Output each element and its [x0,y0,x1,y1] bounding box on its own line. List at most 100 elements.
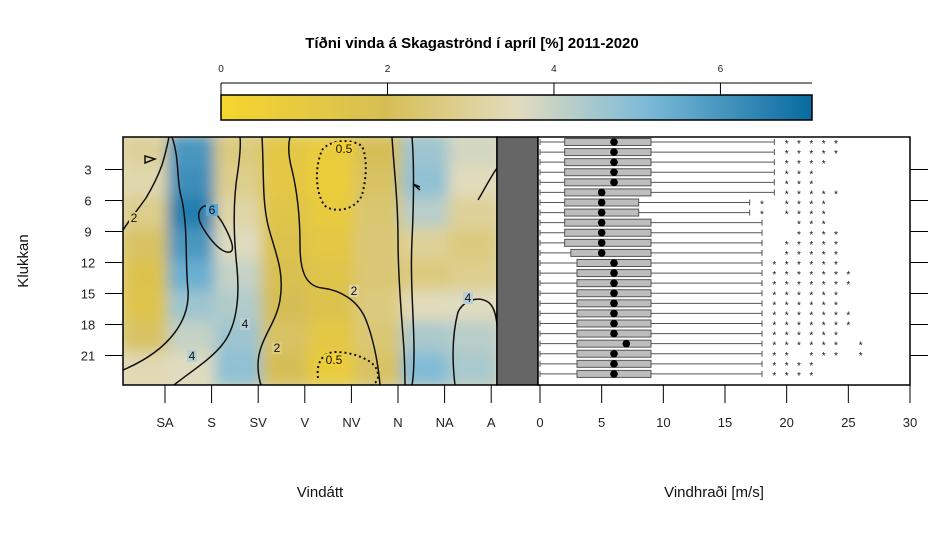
median-point [597,228,606,237]
outlier-mark: * [809,240,813,251]
outlier-mark: * [809,321,813,332]
outlier-mark: * [772,290,776,301]
contour-label-bg [206,204,218,216]
x-tick-label: 15 [718,415,732,430]
outlier-mark: * [834,310,838,321]
left-x-axis-label: Vindátt [297,484,344,501]
x-tick-label: N [393,415,402,430]
outlier-mark: * [797,260,801,271]
heatmap-cell [354,259,406,294]
heatmap-cell [261,197,312,232]
boxplot-row: * * * * [539,158,826,170]
colorbar-ticks: 0 2 4 6 [218,64,724,95]
contour-label: 0.5 [326,353,343,367]
outlier-mark: * [797,270,801,281]
median-point [610,259,618,267]
outlier-mark: * [809,371,813,382]
heatmap-cell [261,290,312,325]
outlier-mark: * [797,169,801,180]
outlier-mark: * [809,149,813,160]
outlier-mark: * [809,361,813,372]
contour-4-north [410,137,415,385]
iqr-box [564,138,652,146]
median-point [597,249,606,257]
outlier-mark: * [772,310,776,321]
heatmap-cell [261,137,312,170]
outlier-mark: * [772,351,776,362]
outlier-mark: * [822,310,826,321]
outlier-mark: * [809,260,813,271]
colorbar-tick-label: 2 [385,64,391,75]
outlier-mark: * [785,361,789,372]
heatmap-cell [308,197,359,232]
outlier-mark: * [772,341,776,352]
x-tick-label: V [300,415,309,430]
contour-label-bg [187,350,197,362]
contour-label: 4 [189,349,196,363]
heatmap-cell [448,259,497,294]
outlier-mark: * [809,169,813,180]
outlier-mark: * [797,220,801,231]
outlier-mark: * [834,280,838,291]
heatmap-cell [214,352,266,385]
x-tick-label: 30 [903,415,917,430]
outlier-mark: * [809,341,813,352]
boxplot-row: * * * * [539,228,838,241]
outlier-mark: * [797,321,801,332]
median-point [610,309,618,318]
x-tick-label: 25 [841,415,855,430]
outlier-mark: * [834,149,838,160]
right-x-axis-label: Vindhraði [m/s] [664,484,764,501]
outlier-mark: * [822,139,826,150]
outlier-mark: * [772,331,776,342]
boxplot-row: * * * * [539,359,813,372]
boxplot-row: * * * * * * [539,349,863,362]
outlier-mark: * [822,270,826,281]
outlier-mark: * [797,371,801,382]
outlier-mark: * [822,260,826,271]
outlier-mark: * [785,290,789,301]
x-tick-label: SA [156,415,174,430]
boxplot-row: * * * * * * * [539,269,850,281]
iqr-box [564,178,652,187]
outlier-mark: * [809,250,813,261]
outlier-mark: * [797,159,801,170]
outlier-mark: * [822,250,826,261]
median-point [610,168,618,177]
contour-small-loop [144,154,158,165]
heatmap-cell [354,290,406,325]
median-point [610,319,618,328]
contour-2-north [391,137,406,385]
outlier-mark: * [834,300,838,311]
y-tick-label: 21 [81,349,95,364]
contour-label-bg [272,342,282,354]
outlier-mark: * [809,210,813,221]
outlier-mark: * [797,310,801,321]
boxplot-row: * * * * * [539,248,838,261]
contour-label: 6 [209,203,216,217]
contour-4-northeast [477,167,497,201]
outlier-mark: * [797,179,801,190]
outlier-mark: * [809,230,813,241]
outlier-mark: * [809,159,813,170]
outlier-mark: * [772,260,776,271]
outlier-mark: * [809,331,813,342]
outlier-mark: * [785,351,789,362]
boxplot-row: * * * [539,218,826,231]
heatmap-cell [123,137,172,170]
outlier-mark: * [772,371,776,382]
outlier-mark: * [822,159,826,170]
boxplot-row: * * * [539,168,813,180]
heatmap-cell [261,321,312,356]
heatmap-cell [167,290,219,325]
outlier-mark: * [846,270,850,281]
contour-2-northwest [287,137,381,385]
outlier-mark: * [809,351,813,362]
median-point [597,218,606,227]
contour-label: 2 [351,284,358,298]
outlier-mark: * [834,270,838,281]
iqr-box [564,228,652,237]
boxplot-row: * * * [539,178,813,190]
iqr-box [576,339,652,348]
x-tick-label: 0 [536,415,543,430]
